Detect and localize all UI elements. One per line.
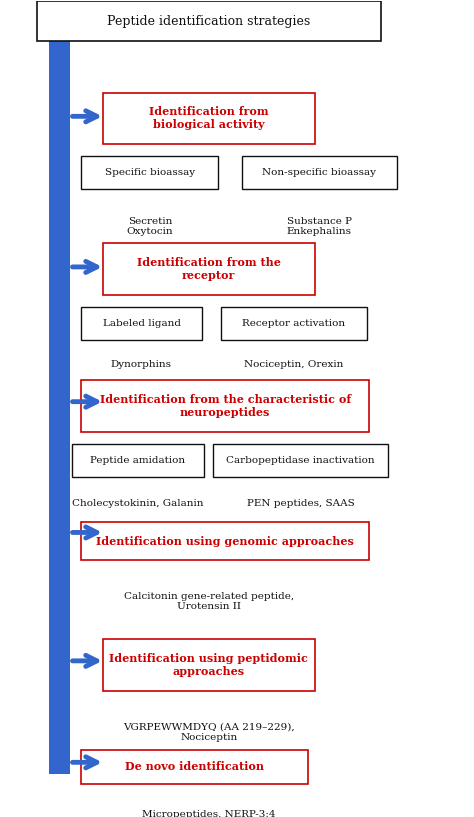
Text: Identification using genomic approaches: Identification using genomic approaches [96,536,354,547]
Text: Peptide identification strategies: Peptide identification strategies [107,15,310,28]
FancyBboxPatch shape [103,243,315,295]
Text: De novo identification: De novo identification [125,761,264,772]
FancyBboxPatch shape [213,444,388,477]
FancyBboxPatch shape [242,156,397,190]
Text: Identification from
biological activity: Identification from biological activity [149,106,269,130]
Text: Secretin
Oxytocin: Secretin Oxytocin [127,217,173,236]
FancyBboxPatch shape [82,156,218,190]
Text: PEN peptides, SAAS: PEN peptides, SAAS [247,499,355,508]
Text: Specific bioassay: Specific bioassay [105,168,195,177]
Text: Substance P
Enkephalins: Substance P Enkephalins [287,217,352,236]
FancyBboxPatch shape [36,2,381,41]
Text: Receptor activation: Receptor activation [242,319,345,328]
FancyBboxPatch shape [82,306,201,340]
Text: Peptide amidation: Peptide amidation [91,456,186,465]
FancyBboxPatch shape [82,750,308,784]
FancyBboxPatch shape [82,522,369,560]
FancyBboxPatch shape [103,92,315,144]
Text: Non-specific bioassay: Non-specific bioassay [263,168,376,177]
FancyBboxPatch shape [48,37,70,775]
FancyBboxPatch shape [82,380,369,432]
Text: Carbopeptidase inactivation: Carbopeptidase inactivation [226,456,375,465]
Text: Identification using peptidomic
approaches: Identification using peptidomic approach… [109,654,308,677]
Text: Cholecystokinin, Galanin: Cholecystokinin, Galanin [73,499,204,508]
FancyBboxPatch shape [220,306,366,340]
Text: VGRPEWWMDYQ (AA 219–229),
Nociceptin: VGRPEWWMDYQ (AA 219–229), Nociceptin [123,723,294,742]
FancyBboxPatch shape [72,444,204,477]
Text: Identification from the characteristic of
neuropeptides: Identification from the characteristic o… [100,394,351,418]
Text: Calcitonin gene-related peptide,
Urotensin II: Calcitonin gene-related peptide, Urotens… [124,592,294,611]
Text: Identification from the
receptor: Identification from the receptor [137,257,281,281]
Text: Dynorphins: Dynorphins [111,359,172,368]
FancyBboxPatch shape [103,640,315,691]
Text: Nociceptin, Orexin: Nociceptin, Orexin [244,359,343,368]
Text: Labeled ligand: Labeled ligand [102,319,181,328]
Text: Micropeptides, NERP-3:4: Micropeptides, NERP-3:4 [142,810,275,817]
